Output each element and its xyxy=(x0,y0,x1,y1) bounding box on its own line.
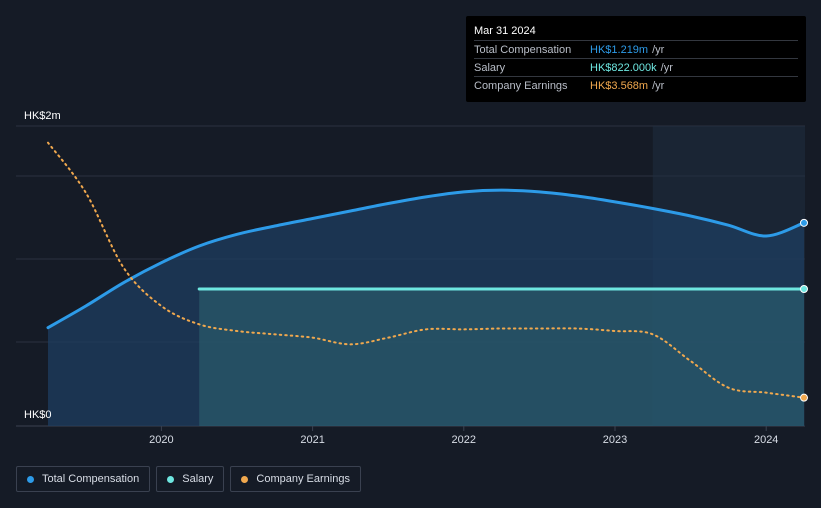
x-tick-label: 2023 xyxy=(603,434,627,446)
series-end-marker-salary xyxy=(800,285,808,293)
series-end-marker-total-compensation xyxy=(800,218,808,227)
tooltip-row-company-earnings: Company Earnings HK$3.568m /yr xyxy=(474,76,798,94)
chart-legend: Total Compensation Salary Company Earnin… xyxy=(16,466,361,492)
tooltip-card: Mar 31 2024 Total Compensation HK$1.219m… xyxy=(466,16,806,102)
legend-label: Salary xyxy=(182,473,214,485)
x-tick-label: 2022 xyxy=(452,434,476,446)
tooltip-row-salary: Salary HK$822.000k /yr xyxy=(474,58,798,76)
x-tick-label: 2024 xyxy=(754,434,778,446)
tooltip-value: HK$3.568m xyxy=(590,79,649,92)
tooltip-value: HK$822.000k xyxy=(590,61,657,74)
x-axis-ticks: 2020 2021 2022 2023 2024 xyxy=(149,426,778,446)
legend-item-company-earnings[interactable]: Company Earnings xyxy=(230,466,361,492)
tooltip-row-total-compensation: Total Compensation HK$1.219m /yr xyxy=(474,40,798,58)
tooltip-value: HK$1.219m xyxy=(590,43,649,56)
legend-item-salary[interactable]: Salary xyxy=(156,466,225,492)
y-tick-label-top: HK$2m xyxy=(24,110,61,122)
y-tick-label-bottom: HK$0 xyxy=(24,409,52,421)
tooltip-unit: /yr xyxy=(652,79,665,92)
x-tick-label: 2021 xyxy=(300,434,324,446)
legend-dot-icon xyxy=(241,475,249,483)
tooltip-label: Total Compensation xyxy=(474,43,572,56)
legend-dot-icon xyxy=(27,475,34,483)
legend-label: Company Earnings xyxy=(256,473,350,485)
area-salary xyxy=(199,289,804,426)
chart-markers xyxy=(800,218,808,402)
series-line-total-compensation xyxy=(46,188,806,330)
series-line-company-earnings xyxy=(47,141,805,399)
legend-item-total-compensation[interactable]: Total Compensation xyxy=(16,466,151,492)
series-end-marker-company-earnings xyxy=(800,393,808,402)
chart-areas xyxy=(48,190,804,426)
tooltip-label: Company Earnings xyxy=(474,79,568,92)
legend-dot-icon xyxy=(167,475,175,483)
tooltip-label: Salary xyxy=(474,61,506,74)
tooltip-unit: /yr xyxy=(660,61,673,74)
tooltip-unit: /yr xyxy=(652,43,665,56)
legend-label: Total Compensation xyxy=(42,473,140,485)
x-tick-label: 2020 xyxy=(149,434,173,446)
chart-lines xyxy=(46,141,806,399)
tooltip-date: Mar 31 2024 xyxy=(474,25,536,37)
